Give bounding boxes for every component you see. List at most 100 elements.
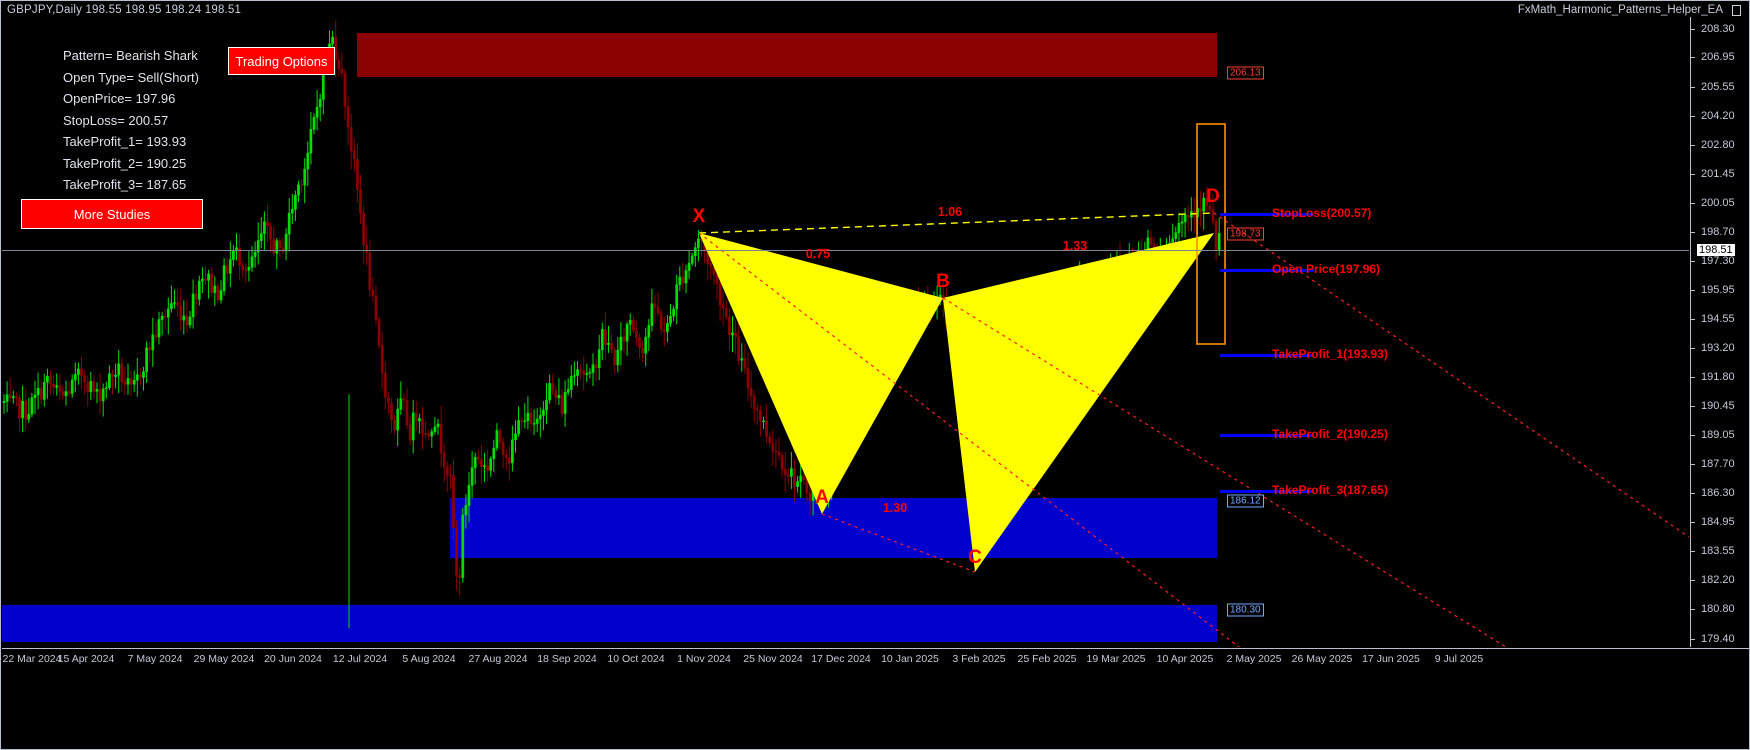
price-axis-label: 193.20 <box>1701 341 1735 354</box>
price-axis-label: 206.95 <box>1701 51 1735 64</box>
price-tick <box>1691 145 1695 147</box>
date-axis-label: 9 Jul 2025 <box>1434 653 1484 665</box>
pattern-point-x: X <box>692 206 706 227</box>
level-line-stoploss <box>1220 213 1314 216</box>
level-line-open-price <box>1220 269 1314 272</box>
price-axis-label: 183.55 <box>1701 545 1735 558</box>
date-axis-label: 10 Apr 2025 <box>1156 653 1214 665</box>
price-tag-lower-zone: 186.12 <box>1227 494 1264 508</box>
date-axis-label: 18 Sep 2024 <box>537 653 597 665</box>
price-tag-bid: 198.73 <box>1227 227 1264 241</box>
info-line-pattern: Pattern= Bearish Shark <box>63 48 198 63</box>
price-axis-label: 198.70 <box>1701 225 1735 238</box>
price-tick <box>1691 579 1695 581</box>
price-tick <box>1691 463 1695 465</box>
level-label-takeprofit-2: TakeProfit_2(190.25) <box>1272 427 1388 441</box>
pattern-point-a: A <box>815 487 829 508</box>
resistance-zone-red <box>357 33 1217 77</box>
price-axis-label: 194.55 <box>1701 313 1735 326</box>
date-scale[interactable]: 22 Mar 2024 15 Apr 2024 7 May 2024 29 May 2… <box>2 648 1750 670</box>
date-axis-label: 29 May 2024 <box>193 653 255 665</box>
ratio-label-xa: 0.75 <box>805 247 831 261</box>
price-tick <box>1691 405 1695 407</box>
date-axis-label: 26 May 2025 <box>1291 653 1353 665</box>
ea-name-label: FxMath_Harmonic_Patterns_Helper_EA <box>1517 4 1723 16</box>
price-axis-label: 187.70 <box>1701 457 1735 470</box>
date-axis-label: 3 Feb 2025 <box>952 653 1006 665</box>
date-axis-label: 7 May 2024 <box>127 653 183 665</box>
symbol-header: GBPJPY,Daily 198.55 198.95 198.24 198.51 <box>7 4 242 16</box>
price-axis-label: 182.20 <box>1701 573 1735 586</box>
price-axis-label: 189.05 <box>1701 429 1735 442</box>
info-line-open-type: Open Type= Sell(Short) <box>63 69 199 85</box>
price-axis-label: 202.80 <box>1701 139 1735 152</box>
price-axis-label: 201.45 <box>1701 167 1735 180</box>
price-tick <box>1691 115 1695 117</box>
price-tick <box>1691 609 1695 611</box>
info-line-stoploss: StopLoss= 200.57 <box>63 112 169 128</box>
price-axis-label: 184.95 <box>1701 515 1735 528</box>
date-axis-label: 20 Jun 2024 <box>264 653 322 665</box>
date-axis-label: 22 Mar 2024 <box>2 653 62 665</box>
price-tick <box>1691 493 1695 495</box>
price-tick <box>1691 377 1695 379</box>
info-line-tp3: TakeProfit_3= 187.65 <box>63 177 187 192</box>
price-axis-label: 200.05 <box>1701 197 1735 210</box>
level-line-takeprofit-3 <box>1220 490 1314 493</box>
price-tick <box>1691 261 1695 263</box>
info-line-tp2: TakeProfit_2= 190.25 <box>63 155 187 171</box>
price-tick <box>1691 551 1695 553</box>
info-line-tp1: TakeProfit_1= 193.93 <box>63 134 187 149</box>
price-tick <box>1691 289 1695 291</box>
price-tick <box>1691 319 1695 321</box>
price-tag-bottom-zone: 180.30 <box>1227 603 1264 617</box>
date-axis-label: 2 May 2025 <box>1226 653 1282 665</box>
ratio-label-bd: 1.33 <box>1062 239 1088 253</box>
pattern-info-panel: Pattern= Bearish Shark Open Type= Sell(S… <box>63 45 199 196</box>
pattern-point-d: D <box>1206 186 1220 207</box>
price-axis-label: 180.80 <box>1701 603 1735 616</box>
date-axis-label: 19 Mar 2025 <box>1086 653 1146 665</box>
date-axis-label: 15 Apr 2024 <box>57 653 115 665</box>
price-axis-label: 208.30 <box>1701 23 1735 35</box>
level-label-stoploss: StopLoss(200.57) <box>1272 206 1372 220</box>
date-axis-label: 1 Nov 2024 <box>677 653 731 665</box>
price-scale[interactable]: 208.30 206.95 205.55 204.20 202.80 201.45 200.… <box>1690 17 1750 647</box>
price-tick <box>1691 521 1695 523</box>
price-tag-upper-zone: 206.13 <box>1227 66 1264 80</box>
more-studies-button[interactable]: More Studies <box>21 199 203 229</box>
pattern-point-c: C <box>968 547 982 568</box>
current-price-line <box>2 250 1689 251</box>
info-line-open-price: OpenPrice= 197.96 <box>63 91 176 106</box>
price-axis-label: 190.45 <box>1701 399 1735 412</box>
price-axis-label: 186.30 <box>1701 487 1735 500</box>
price-axis-label: 179.40 <box>1701 633 1735 645</box>
date-axis-label: 10 Jan 2025 <box>881 653 939 665</box>
date-axis-label: 17 Dec 2024 <box>811 653 871 665</box>
level-label-takeprofit-1: TakeProfit_1(193.93) <box>1272 347 1388 361</box>
price-axis-label: 191.80 <box>1701 371 1735 384</box>
candlestick-series <box>2 20 1221 629</box>
ratio-label-ac: 1.30 <box>882 501 908 515</box>
chart-plot-area[interactable]: StopLoss(200.57) Open Price(197.96) Take… <box>2 17 1689 647</box>
current-price-tag: 198.51 <box>1697 244 1735 256</box>
price-tick <box>1691 87 1695 89</box>
price-tick <box>1691 435 1695 437</box>
pattern-point-b: B <box>936 271 950 292</box>
trading-options-button[interactable]: Trading Options <box>228 47 335 75</box>
level-label-open-price: Open Price(197.96) <box>1272 262 1381 276</box>
ratio-label-xd: 1.06 <box>937 205 963 219</box>
window-box-icon[interactable] <box>1732 5 1741 16</box>
date-axis-label: 25 Nov 2024 <box>743 653 803 665</box>
price-tick <box>1691 347 1695 349</box>
price-axis-label: 197.30 <box>1701 255 1735 268</box>
date-axis-label: 17 Jun 2025 <box>1362 653 1420 665</box>
price-tick <box>1691 29 1695 30</box>
price-tick <box>1691 57 1695 59</box>
level-line-takeprofit-2 <box>1220 434 1314 437</box>
price-axis-label: 195.95 <box>1701 283 1735 296</box>
level-line-takeprofit-1 <box>1220 354 1314 357</box>
date-axis-label: 27 Aug 2024 <box>468 653 528 665</box>
price-tick <box>1691 639 1695 640</box>
